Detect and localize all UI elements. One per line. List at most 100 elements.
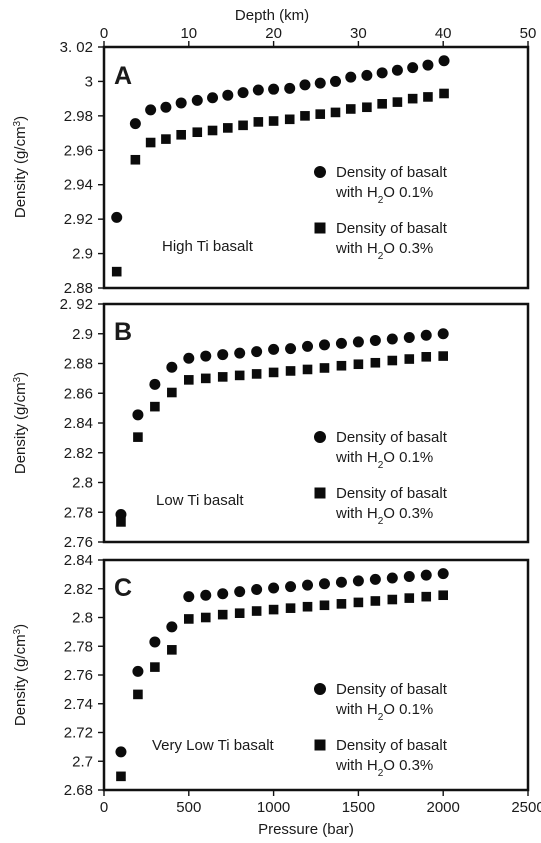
data-point-circle (437, 568, 449, 580)
data-point-circle (318, 339, 330, 351)
data-point-circle (111, 211, 123, 223)
top-depth-axis: Depth (km) 0 10 20 30 40 50 (100, 7, 536, 47)
data-point-circle (207, 92, 219, 104)
y-axis-tick-label: 2.78 (64, 638, 93, 655)
data-point-square (392, 97, 403, 107)
y-axis-tick-label: 2.92 (64, 211, 93, 228)
y-axis-tick-label: 2.8 (72, 610, 93, 627)
top-axis-ticks: 0 10 20 30 40 50 (100, 25, 536, 47)
y-axis-tick-label: 2.84 (64, 552, 93, 569)
panel-c-y-axis-title: Density (g/cm3) (12, 624, 30, 726)
y-axis-tick-label: 2.78 (64, 504, 93, 521)
data-point-square (207, 125, 218, 136)
data-point-circle (438, 55, 450, 67)
legend-label-line1: Density of basalt (336, 681, 448, 698)
data-point-square (387, 355, 398, 366)
panel-a-y-axis-title: Density (g/cm3) (12, 116, 30, 218)
panel-a-legend: Density of basalt with H2O 0.1% Density of… (314, 164, 448, 262)
data-point-square (336, 360, 347, 371)
data-point-square (302, 364, 313, 375)
data-point-square (223, 123, 233, 133)
data-point-square (200, 612, 211, 623)
panel-c: C Very Low Ti basalt 2.84 2.82 2.8 2.78 2.76… (12, 552, 530, 799)
data-point-square (192, 127, 203, 138)
bottom-axis-tick-label: 500 (176, 799, 201, 816)
data-point-circle (166, 361, 178, 373)
panel-c-annotation: Very Low Ti basalt (152, 737, 275, 754)
y-axis-tick-label: 2.82 (64, 581, 93, 598)
data-point-square (421, 591, 432, 602)
data-point-square (284, 114, 295, 125)
panel-a-y-ticks: 3. 02 3 2.98 2.96 2.94 2.92 2.9 2.88 (60, 39, 104, 297)
y-axis-tick-label: 2. 92 (60, 296, 93, 313)
data-point-square (421, 352, 432, 362)
data-point-circle (268, 343, 280, 355)
bottom-axis-tick-label: 1000 (257, 799, 290, 816)
data-point-square (362, 102, 372, 113)
bottom-axis-tick-label: 1500 (342, 799, 375, 816)
data-point-square (370, 596, 381, 606)
bottom-axis-tick-label: 2000 (427, 799, 460, 816)
data-point-square (387, 594, 398, 605)
panel-a-markers (111, 55, 450, 277)
data-point-square (133, 689, 143, 700)
data-point-square (253, 117, 264, 127)
data-point-circle (422, 59, 434, 71)
data-point-square (377, 99, 387, 109)
legend-label-line1: Density of basalt (336, 737, 448, 754)
panel-c-markers (115, 568, 449, 782)
data-point-square (315, 109, 326, 119)
legend-label-line2: with H2O 0.3% (335, 505, 433, 527)
data-point-circle (335, 576, 347, 588)
bottom-axis-title: Pressure (bar) (258, 821, 354, 838)
y-axis-tick-label: 2.82 (64, 445, 93, 462)
data-point-square (150, 662, 160, 672)
bottom-axis-tick-label: 2500 (511, 799, 541, 816)
data-point-square (353, 597, 364, 608)
data-point-square (116, 771, 126, 782)
data-point-square (423, 92, 433, 102)
data-point-circle (314, 77, 326, 89)
data-point-square (302, 601, 313, 612)
data-point-circle (251, 583, 263, 595)
data-point-square (370, 357, 381, 368)
data-point-circle (268, 83, 280, 95)
data-point-square (234, 370, 245, 381)
data-point-square (268, 604, 279, 615)
data-point-circle (237, 87, 249, 99)
data-point-circle (369, 334, 381, 346)
data-point-circle (217, 349, 229, 361)
legend-label-line2: with H2O 0.3% (335, 240, 433, 262)
legend-square-marker (314, 739, 326, 751)
panel-b-annotation: Low Ti basalt (156, 492, 244, 509)
panel-b-y-ticks: 2. 92 2.9 2.88 2.86 2.84 2.82 2.8 2.78 2.76 (60, 296, 104, 551)
data-point-square (150, 401, 160, 412)
data-point-square (217, 372, 228, 382)
data-point-square (336, 599, 347, 609)
y-axis-tick-label: 2.68 (64, 782, 93, 799)
panel-a-annotation: High Ti basalt (162, 238, 254, 255)
data-point-circle (268, 582, 280, 594)
data-point-circle (345, 71, 357, 83)
y-axis-tick-label: 2.76 (64, 667, 93, 684)
y-axis-tick-label: 2.84 (64, 415, 93, 432)
data-point-circle (175, 97, 187, 109)
data-point-circle (129, 118, 141, 130)
data-point-circle (251, 346, 263, 358)
data-point-circle (200, 589, 212, 601)
data-point-square (167, 387, 177, 398)
data-point-circle (115, 746, 127, 758)
data-point-circle (149, 378, 161, 390)
top-axis-tick-label: 10 (180, 25, 197, 42)
data-point-square (184, 375, 194, 385)
top-axis-tick-label: 0 (100, 25, 108, 42)
data-point-circle (407, 62, 419, 74)
data-point-square (319, 363, 330, 373)
legend-label-line2: with H2O 0.1% (335, 701, 433, 723)
data-point-square (268, 116, 279, 126)
data-point-circle (234, 586, 246, 598)
panel-b-markers (115, 328, 449, 527)
data-point-circle (361, 69, 373, 81)
y-axis-tick-label: 2.88 (64, 356, 93, 373)
top-axis-tick-label: 20 (265, 25, 282, 42)
